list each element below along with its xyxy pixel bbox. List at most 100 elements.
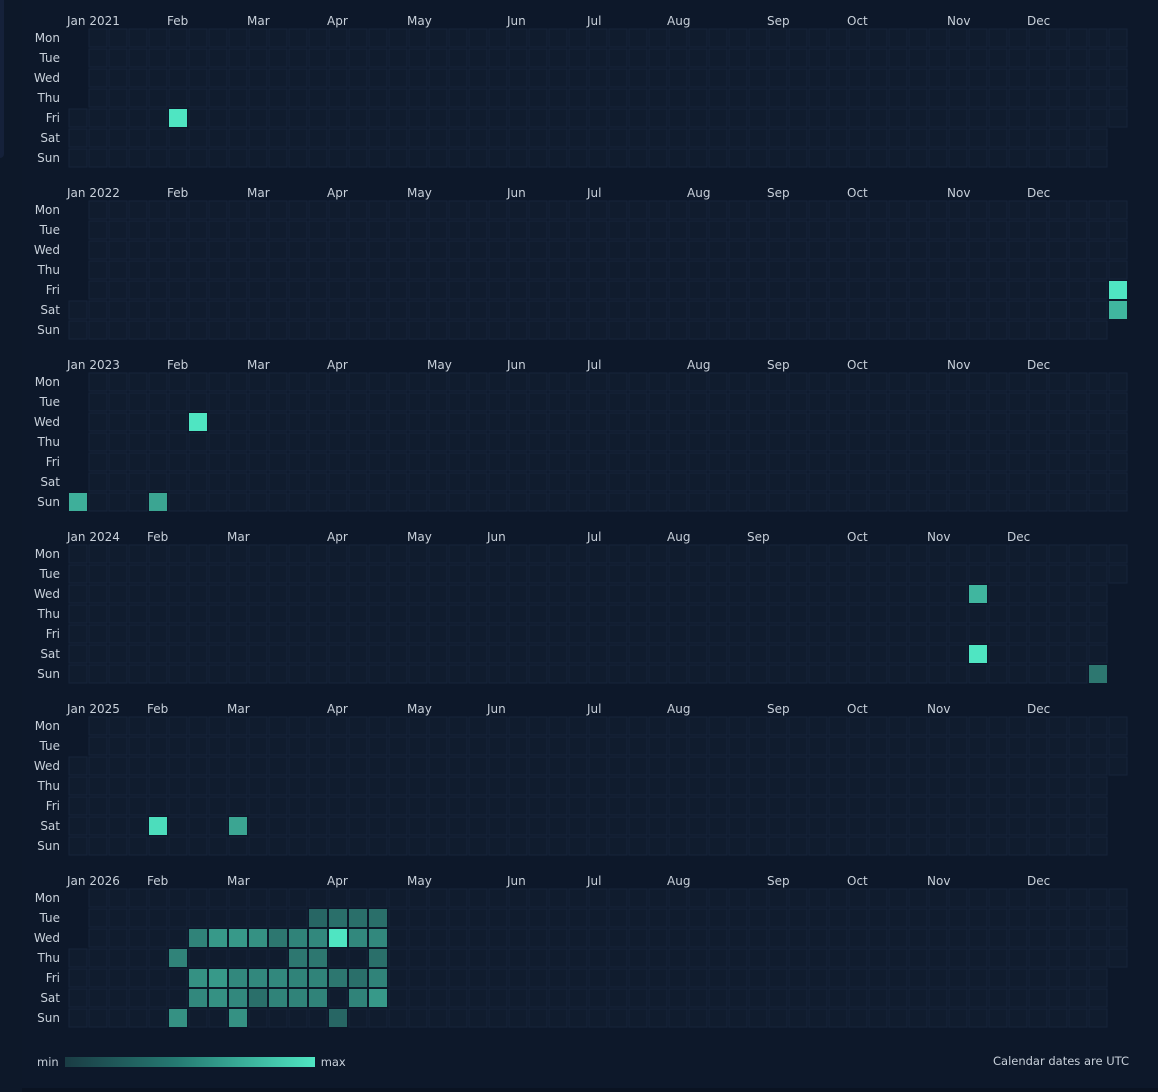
heatmap-cell[interactable]: 2024-04-20 <box>368 644 388 664</box>
heatmap-cell[interactable]: 2025-11-23 <box>988 836 1008 856</box>
heatmap-cell[interactable]: 2026-05-19 <box>468 908 488 928</box>
heatmap-cell[interactable]: 2024-12-21 <box>1068 644 1088 664</box>
heatmap-cell[interactable]: 2026-10-06 <box>868 908 888 928</box>
heatmap-cell[interactable]: 2023-05-20 <box>468 472 488 492</box>
heatmap-cell[interactable]: 2022-01-02 <box>68 320 88 340</box>
heatmap-cell[interactable]: 2022-02-02 <box>168 240 188 260</box>
heatmap-cell[interactable]: 2026-10-04 <box>848 1008 868 1028</box>
heatmap-cell[interactable]: 2025-11-06 <box>948 776 968 796</box>
heatmap-cell[interactable]: 2023-07-06 <box>608 432 628 452</box>
heatmap-cell[interactable]: 2023-11-22 <box>1008 412 1028 432</box>
heatmap-cell[interactable]: 2024-07-23 <box>648 564 668 584</box>
heatmap-cell[interactable]: 2021-04-19 <box>388 28 408 48</box>
heatmap-cell[interactable]: 2026-04-20 <box>388 888 408 908</box>
heatmap-cell-active[interactable]: 2026-03-11: 0.35 <box>269 929 287 947</box>
heatmap-cell[interactable]: 2026-09-22 <box>828 908 848 928</box>
heatmap-cell[interactable]: 2022-06-12 <box>528 320 548 340</box>
heatmap-cell[interactable]: 2022-08-24 <box>748 240 768 260</box>
heatmap-cell[interactable]: 2025-11-25 <box>1008 736 1028 756</box>
heatmap-cell[interactable]: 2021-02-12 <box>188 108 208 128</box>
heatmap-cell[interactable]: 2021-12-03 <box>1028 108 1048 128</box>
heatmap-cell[interactable]: 2024-09-14 <box>788 644 808 664</box>
heatmap-cell[interactable]: 2023-10-09 <box>888 372 908 392</box>
heatmap-cell[interactable]: 2023-09-24 <box>828 492 848 512</box>
heatmap-cell[interactable]: 2023-08-29 <box>768 392 788 412</box>
heatmap-cell[interactable]: 2021-11-10 <box>968 68 988 88</box>
heatmap-cell[interactable]: 2022-05-29 <box>488 320 508 340</box>
heatmap-cell[interactable]: 2025-04-17 <box>368 776 388 796</box>
heatmap-cell[interactable]: 2022-02-16 <box>208 240 228 260</box>
heatmap-cell[interactable]: 2026-08-08 <box>688 988 708 1008</box>
heatmap-cell[interactable]: 2021-01-24 <box>128 148 148 168</box>
heatmap-cell[interactable]: 2025-11-21 <box>988 796 1008 816</box>
heatmap-cell[interactable]: 2022-07-27 <box>668 240 688 260</box>
heatmap-cell[interactable]: 2026-11-08 <box>948 1008 968 1028</box>
heatmap-cell[interactable]: 2024-05-10 <box>428 624 448 644</box>
heatmap-cell[interactable]: 2024-09-04 <box>768 584 788 604</box>
heatmap-cell[interactable]: 2023-12-07 <box>1048 432 1068 452</box>
heatmap-cell[interactable]: 2024-01-11 <box>88 604 108 624</box>
heatmap-cell[interactable]: 2025-10-22 <box>908 756 928 776</box>
heatmap-cell[interactable]: 2021-11-30 <box>1028 48 1048 68</box>
heatmap-cell[interactable]: 2024-03-02 <box>228 644 248 664</box>
heatmap-cell[interactable]: 2022-06-03 <box>508 280 528 300</box>
heatmap-cell[interactable]: 2022-03-17 <box>288 260 308 280</box>
heatmap-cell[interactable]: 2025-09-22 <box>828 716 848 736</box>
heatmap-cell[interactable]: 2024-01-05 <box>68 624 88 644</box>
heatmap-cell[interactable]: 2021-10-03 <box>848 148 868 168</box>
heatmap-cell[interactable]: 2024-02-22 <box>208 604 228 624</box>
heatmap-cell[interactable]: 2025-06-20 <box>548 796 568 816</box>
heatmap-cell[interactable]: 2022-11-25 <box>1008 280 1028 300</box>
heatmap-cell[interactable]: 2022-05-26 <box>488 260 508 280</box>
heatmap-cell[interactable]: 2023-12-25 <box>1108 372 1128 392</box>
heatmap-cell[interactable]: 2021-12-12 <box>1048 148 1068 168</box>
heatmap-cell[interactable]: 2026-09-26 <box>828 988 848 1008</box>
heatmap-cell[interactable]: 2026-10-18 <box>888 1008 908 1028</box>
heatmap-cell[interactable]: 2025-07-11 <box>608 796 628 816</box>
heatmap-cell[interactable]: 2023-08-22 <box>748 392 768 412</box>
heatmap-cell[interactable]: 2026-06-28 <box>568 1008 588 1028</box>
heatmap-cell[interactable]: 2023-05-09 <box>448 392 468 412</box>
heatmap-cell[interactable]: 2024-03-28 <box>308 604 328 624</box>
heatmap-cell[interactable]: 2024-02-18 <box>188 664 208 684</box>
heatmap-cell[interactable]: 2024-05-05 <box>408 664 428 684</box>
heatmap-cell[interactable]: 2023-01-03 <box>88 392 108 412</box>
heatmap-cell[interactable]: 2024-12-18 <box>1068 584 1088 604</box>
heatmap-cell[interactable]: 2025-09-24 <box>828 756 848 776</box>
heatmap-cell[interactable]: 2024-12-31 <box>1108 564 1128 584</box>
heatmap-cell[interactable]: 2024-08-18 <box>708 664 728 684</box>
heatmap-cell[interactable]: 2022-09-29 <box>848 260 868 280</box>
heatmap-cell[interactable]: 2023-04-30 <box>408 492 428 512</box>
heatmap-cell[interactable]: 2022-11-27 <box>1008 320 1028 340</box>
heatmap-cell[interactable]: 2024-12-11 <box>1048 584 1068 604</box>
heatmap-cell[interactable]: 2023-02-24 <box>228 452 248 472</box>
heatmap-cell[interactable]: 2024-07-10 <box>608 584 628 604</box>
heatmap-cell[interactable]: 2025-10-12 <box>868 836 888 856</box>
heatmap-cell[interactable]: 2023-03-13 <box>288 372 308 392</box>
heatmap-cell[interactable]: 2023-09-05 <box>788 392 808 412</box>
heatmap-cell[interactable]: 2024-10-24 <box>908 604 928 624</box>
heatmap-cell[interactable]: 2022-02-13 <box>188 320 208 340</box>
heatmap-cell[interactable]: 2026-09-07 <box>788 888 808 908</box>
heatmap-cell[interactable]: 2021-06-15 <box>548 48 568 68</box>
heatmap-cell[interactable]: 2023-02-23 <box>228 432 248 452</box>
heatmap-cell[interactable]: 2023-10-18 <box>908 412 928 432</box>
heatmap-cell[interactable]: 2025-06-16 <box>548 716 568 736</box>
heatmap-cell[interactable]: 2021-09-21 <box>828 48 848 68</box>
heatmap-cell[interactable]: 2026-10-02 <box>848 968 868 988</box>
heatmap-cell[interactable]: 2025-08-22 <box>728 796 748 816</box>
heatmap-cell[interactable]: 2021-04-11 <box>348 148 368 168</box>
heatmap-cell[interactable]: 2026-07-06 <box>608 888 628 908</box>
heatmap-cell[interactable]: 2023-11-26 <box>1008 492 1028 512</box>
heatmap-cell[interactable]: 2024-05-22 <box>468 584 488 604</box>
heatmap-cell[interactable]: 2026-11-26 <box>1008 948 1028 968</box>
heatmap-cell[interactable]: 2023-01-02 <box>88 372 108 392</box>
heatmap-cell[interactable]: 2021-04-03 <box>328 128 348 148</box>
heatmap-cell[interactable]: 2026-09-24 <box>828 948 848 968</box>
heatmap-cell[interactable]: 2025-02-24 <box>228 716 248 736</box>
heatmap-cell[interactable]: 2021-11-08 <box>968 28 988 48</box>
heatmap-cell[interactable]: 2023-04-03 <box>348 372 368 392</box>
heatmap-cell[interactable]: 2023-02-22 <box>228 412 248 432</box>
heatmap-cell[interactable]: 2024-04-21 <box>368 664 388 684</box>
heatmap-cell[interactable]: 2023-12-31 <box>1108 492 1128 512</box>
